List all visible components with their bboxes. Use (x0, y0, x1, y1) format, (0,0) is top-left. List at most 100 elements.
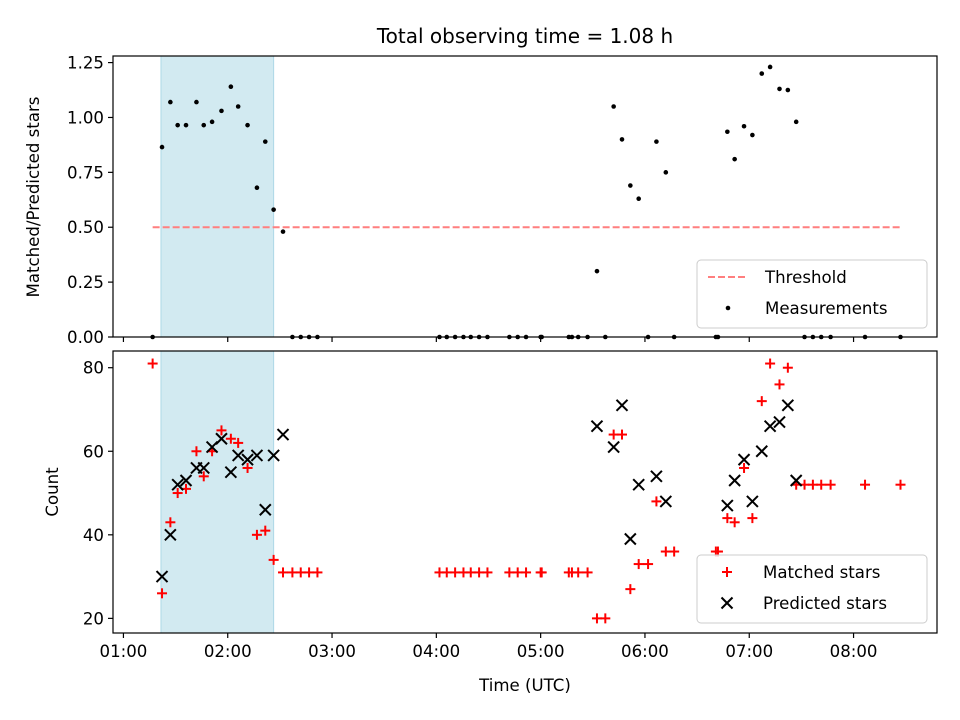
cross-b (789, 474, 803, 487)
y-tick-label: 80 (83, 359, 104, 378)
cross-b (164, 528, 177, 542)
predicted-star-point (659, 495, 673, 508)
x-tick-label: 08:00 (830, 642, 878, 661)
cross-b (659, 495, 673, 508)
predicted-star-point (789, 474, 803, 487)
measurement-point (750, 132, 755, 138)
x-tick-label: 01:00 (100, 642, 148, 661)
ratio-panel-shaded-interval (160, 55, 275, 338)
x-tick-label: 02:00 (204, 642, 252, 661)
matched-star-point (600, 613, 611, 624)
measurement-point (175, 122, 180, 128)
cross-b (607, 440, 620, 454)
cross-b (737, 453, 751, 466)
predicted-star-point (590, 419, 604, 433)
ratio-panel-x-ticks (122, 337, 855, 342)
matched-star-point (225, 433, 236, 444)
matched-star-point (482, 567, 493, 578)
predicted-star-point (746, 495, 759, 508)
predicted-star-point (171, 478, 184, 491)
measurement-point (611, 104, 616, 109)
measurement-point (280, 229, 286, 234)
predicted-star-point (755, 445, 768, 458)
matched-star-point (633, 559, 644, 570)
matched-star-point (172, 488, 183, 499)
x-axis-label: Time (UTC) (478, 676, 571, 695)
count-panel-y-ticks: 20 40 60 80 (83, 359, 113, 628)
predicted-star-point (624, 532, 637, 546)
cross-b (615, 399, 629, 412)
matched-star-point (304, 567, 315, 578)
cross-b (720, 596, 734, 610)
matched-star-point (747, 513, 758, 524)
cross-b (763, 419, 777, 433)
ratio-panel-frame (112, 55, 938, 338)
legend-predicted-label: Predicted stars (763, 594, 887, 613)
measurement-point (235, 104, 241, 109)
matched-star-point (216, 425, 227, 436)
matched-star-point (465, 567, 476, 578)
matched-star-point (739, 462, 750, 473)
cross-b (650, 470, 663, 483)
predicted-star-point (781, 399, 795, 412)
y-tick-label: 1.00 (67, 108, 104, 127)
x-tick-label: 04:00 (412, 642, 460, 661)
measurement-point (777, 86, 782, 92)
measurement-point (194, 99, 199, 105)
count-panel-y-label: Count (43, 467, 62, 517)
matched-star-point (474, 567, 485, 578)
measurement-point (732, 156, 737, 162)
cross-b (215, 432, 228, 445)
predicted-star-point (615, 399, 629, 412)
matched-star-point (651, 496, 662, 507)
measurement-point (741, 123, 747, 129)
matched-star-point (860, 479, 871, 490)
matched-star-point (895, 479, 906, 490)
predicted-star-point (773, 415, 786, 429)
predicted-star-point (215, 432, 228, 445)
matched-star-point (191, 446, 202, 457)
matched-star-point (450, 567, 461, 578)
matched-star-point (165, 517, 176, 528)
measurement-point (159, 144, 165, 150)
matched-star-point (625, 584, 636, 595)
predicted-star-point (164, 528, 177, 542)
chart-title: Total observing time = 1.08 h (376, 24, 673, 48)
matched-star-point (268, 554, 279, 565)
ratio-panel-y-ticks: 0.00 0.25 0.50 0.75 1.00 1.25 (67, 54, 113, 347)
predicted-star-point (231, 449, 245, 462)
predicted-star-point (250, 449, 264, 462)
matched-star-point (816, 479, 827, 490)
count-panel-legend: Matched stars Predicted stars (696, 554, 928, 624)
matched-star-point (295, 567, 306, 578)
count-legend-box (696, 554, 928, 624)
y-tick-label: 0.75 (67, 163, 104, 182)
measurement-point (209, 119, 215, 125)
cross-b (224, 465, 238, 479)
y-tick-label: 0.50 (67, 218, 104, 237)
predicted-star-points (155, 399, 803, 583)
measurement-point (183, 122, 189, 128)
predicted-star-point (650, 470, 663, 483)
predicted-star-point (737, 453, 751, 466)
predicted-star-point (179, 474, 193, 487)
matched-star-point (287, 567, 298, 578)
predicted-star-point (728, 474, 741, 487)
x-tick-label: 06:00 (621, 642, 669, 661)
matched-star-point (536, 567, 547, 578)
count-panel-frame (112, 350, 938, 634)
predicted-star-point (276, 428, 290, 441)
measurement-point (245, 122, 250, 128)
cross-b (728, 474, 741, 487)
legend-cross (720, 596, 734, 610)
cross-b (259, 503, 272, 516)
legend-matched-label: Matched stars (763, 563, 880, 582)
y-tick-label: 40 (83, 526, 104, 545)
cross-b (781, 399, 795, 412)
matched-star-point (729, 517, 740, 528)
measurement-point (228, 84, 234, 90)
matched-star-point (512, 567, 523, 578)
measurement-point (663, 170, 669, 175)
matched-star-point (765, 358, 776, 369)
measurement-point (785, 87, 791, 93)
